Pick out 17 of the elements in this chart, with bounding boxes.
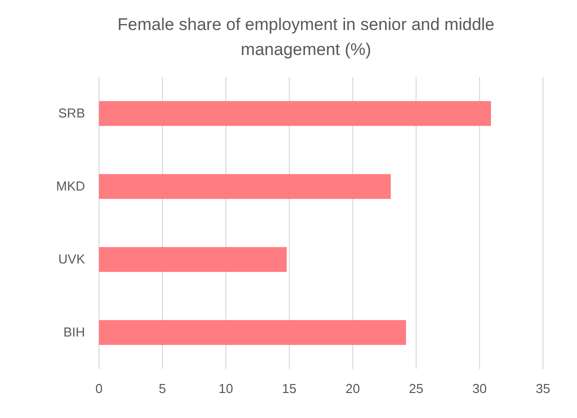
bar [99, 174, 391, 199]
bar [99, 101, 491, 126]
y-tick-label: SRB [58, 106, 85, 120]
x-tick-label: 5 [158, 381, 166, 396]
y-tick-label: BIH [63, 324, 85, 340]
x-tick-label: 10 [218, 381, 234, 396]
bar [99, 247, 287, 272]
x-tick-label: 0 [95, 381, 103, 396]
x-tick-label: 35 [536, 381, 550, 396]
x-tick-label: 25 [408, 381, 424, 396]
bar [99, 320, 406, 345]
y-tick-label: MKD [56, 178, 85, 194]
y-tick-label: UVK [58, 252, 86, 266]
x-tick-label: 30 [472, 381, 487, 396]
x-tick-label: 15 [282, 381, 297, 396]
x-tick-label: 20 [345, 381, 360, 396]
chart-title: Female share of employment in senior and middle management (%) [117, 15, 495, 59]
